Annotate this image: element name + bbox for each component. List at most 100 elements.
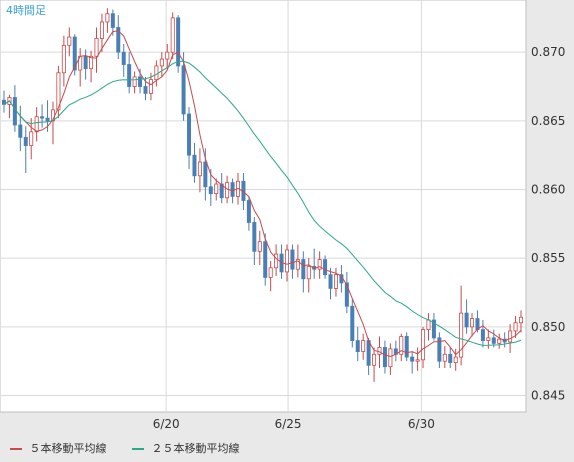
candle-body: [45, 117, 50, 122]
y-tick-label: 0.870: [531, 45, 565, 59]
candle-body: [72, 36, 77, 71]
candle-body: [317, 259, 322, 270]
candle-body: [404, 336, 409, 358]
candles: [2, 8, 524, 382]
candle-body: [23, 136, 28, 146]
candle-body: [165, 51, 170, 60]
candle-body: [18, 124, 23, 138]
legend: ５本移動平均線 ２５本移動平均線: [10, 440, 262, 456]
candle-body: [295, 259, 300, 270]
candle-body: [301, 259, 306, 280]
candle-body: [127, 64, 132, 87]
candle-body: [67, 36, 72, 46]
candle-body: [431, 319, 436, 339]
candle-body: [268, 267, 273, 278]
candle-body: [143, 86, 148, 94]
y-tick-label: 0.845: [531, 389, 565, 403]
x-axis-labels: 6/206/256/307/4: [153, 417, 435, 431]
candle-body: [470, 318, 475, 328]
candle-body: [94, 38, 99, 57]
candle-body: [372, 353, 377, 366]
candle-body: [399, 336, 404, 355]
candle-body: [388, 348, 393, 368]
candle-body: [176, 17, 181, 67]
candle-body: [116, 27, 121, 53]
candle-body: [40, 116, 45, 119]
ma5-line: [3, 30, 522, 358]
candle-body: [252, 222, 257, 252]
candle-body: [486, 337, 491, 341]
y-axis-labels: 0.845 0.850 0.855 0.860 0.865 0.870: [531, 45, 565, 402]
candle-body: [105, 13, 110, 23]
candle-body: [225, 182, 230, 199]
y-tick-label: 0.860: [531, 183, 565, 197]
candle-body: [34, 116, 39, 133]
legend-label-ma25: ２５本移動平均線: [151, 442, 240, 455]
candle-body: [132, 76, 137, 87]
x-tick-label: 6/30: [408, 417, 435, 431]
candle-body: [263, 241, 268, 278]
candle-body: [99, 21, 104, 39]
legend-item-ma5: ５本移動平均線: [10, 440, 107, 456]
legend-label-ma5: ５本移動平均線: [29, 442, 107, 455]
candle-body: [415, 359, 420, 362]
candle-body: [442, 353, 447, 362]
candle-body: [382, 347, 387, 368]
candle-body: [306, 266, 311, 280]
candle-body: [230, 182, 235, 197]
candle-body: [257, 241, 262, 252]
candle-body: [448, 353, 453, 363]
candle-body: [284, 249, 289, 273]
candle-body: [197, 161, 202, 177]
candle-body: [323, 259, 328, 276]
y-tick-label: 0.850: [531, 320, 565, 334]
candle-body: [426, 319, 431, 330]
candle-body: [497, 338, 502, 344]
candle-body: [464, 312, 469, 328]
candle-body: [453, 356, 458, 363]
candle-body: [366, 340, 371, 366]
candle-body: [480, 329, 485, 341]
candle-body: [61, 44, 66, 74]
candle-body: [154, 65, 159, 81]
ma25-line: [3, 60, 522, 346]
legend-swatch-ma5: [10, 448, 22, 450]
legend-item-ma25: ２５本移動平均線: [132, 440, 240, 456]
candle-body: [491, 337, 496, 344]
candle-body: [110, 13, 115, 28]
candle-body: [159, 58, 164, 67]
candle-body: [187, 113, 192, 156]
x-tick-label: 6/25: [275, 417, 302, 431]
x-tick-label: 6/20: [153, 417, 180, 431]
y-tick-label: 0.855: [531, 251, 565, 265]
candle-body: [290, 249, 295, 270]
candle-body: [192, 154, 197, 177]
candle-body: [148, 79, 153, 94]
candle-body: [203, 161, 208, 188]
candle-body: [508, 330, 513, 343]
candle-body: [410, 356, 415, 362]
candle-body: [29, 131, 34, 146]
candle-body: [361, 340, 366, 352]
candle-body: [333, 274, 338, 289]
candle-body: [89, 55, 94, 70]
candle-body: [170, 17, 175, 53]
candle-body: [138, 76, 143, 87]
candle-body: [56, 72, 61, 111]
candle-body: [274, 253, 279, 269]
candle-body: [328, 274, 333, 289]
candle-body: [214, 183, 219, 195]
candle-body: [121, 51, 126, 65]
y-tick-label: 0.865: [531, 114, 565, 128]
candle-body: [421, 329, 426, 361]
candle-body: [513, 322, 518, 332]
candle-body: [246, 200, 251, 223]
candle-body: [377, 347, 382, 355]
legend-swatch-ma25: [132, 448, 144, 450]
moving-averages: [3, 30, 522, 358]
candle-body: [519, 316, 524, 324]
candle-body: [355, 340, 360, 352]
timeframe-label: 4時間足: [6, 4, 46, 17]
